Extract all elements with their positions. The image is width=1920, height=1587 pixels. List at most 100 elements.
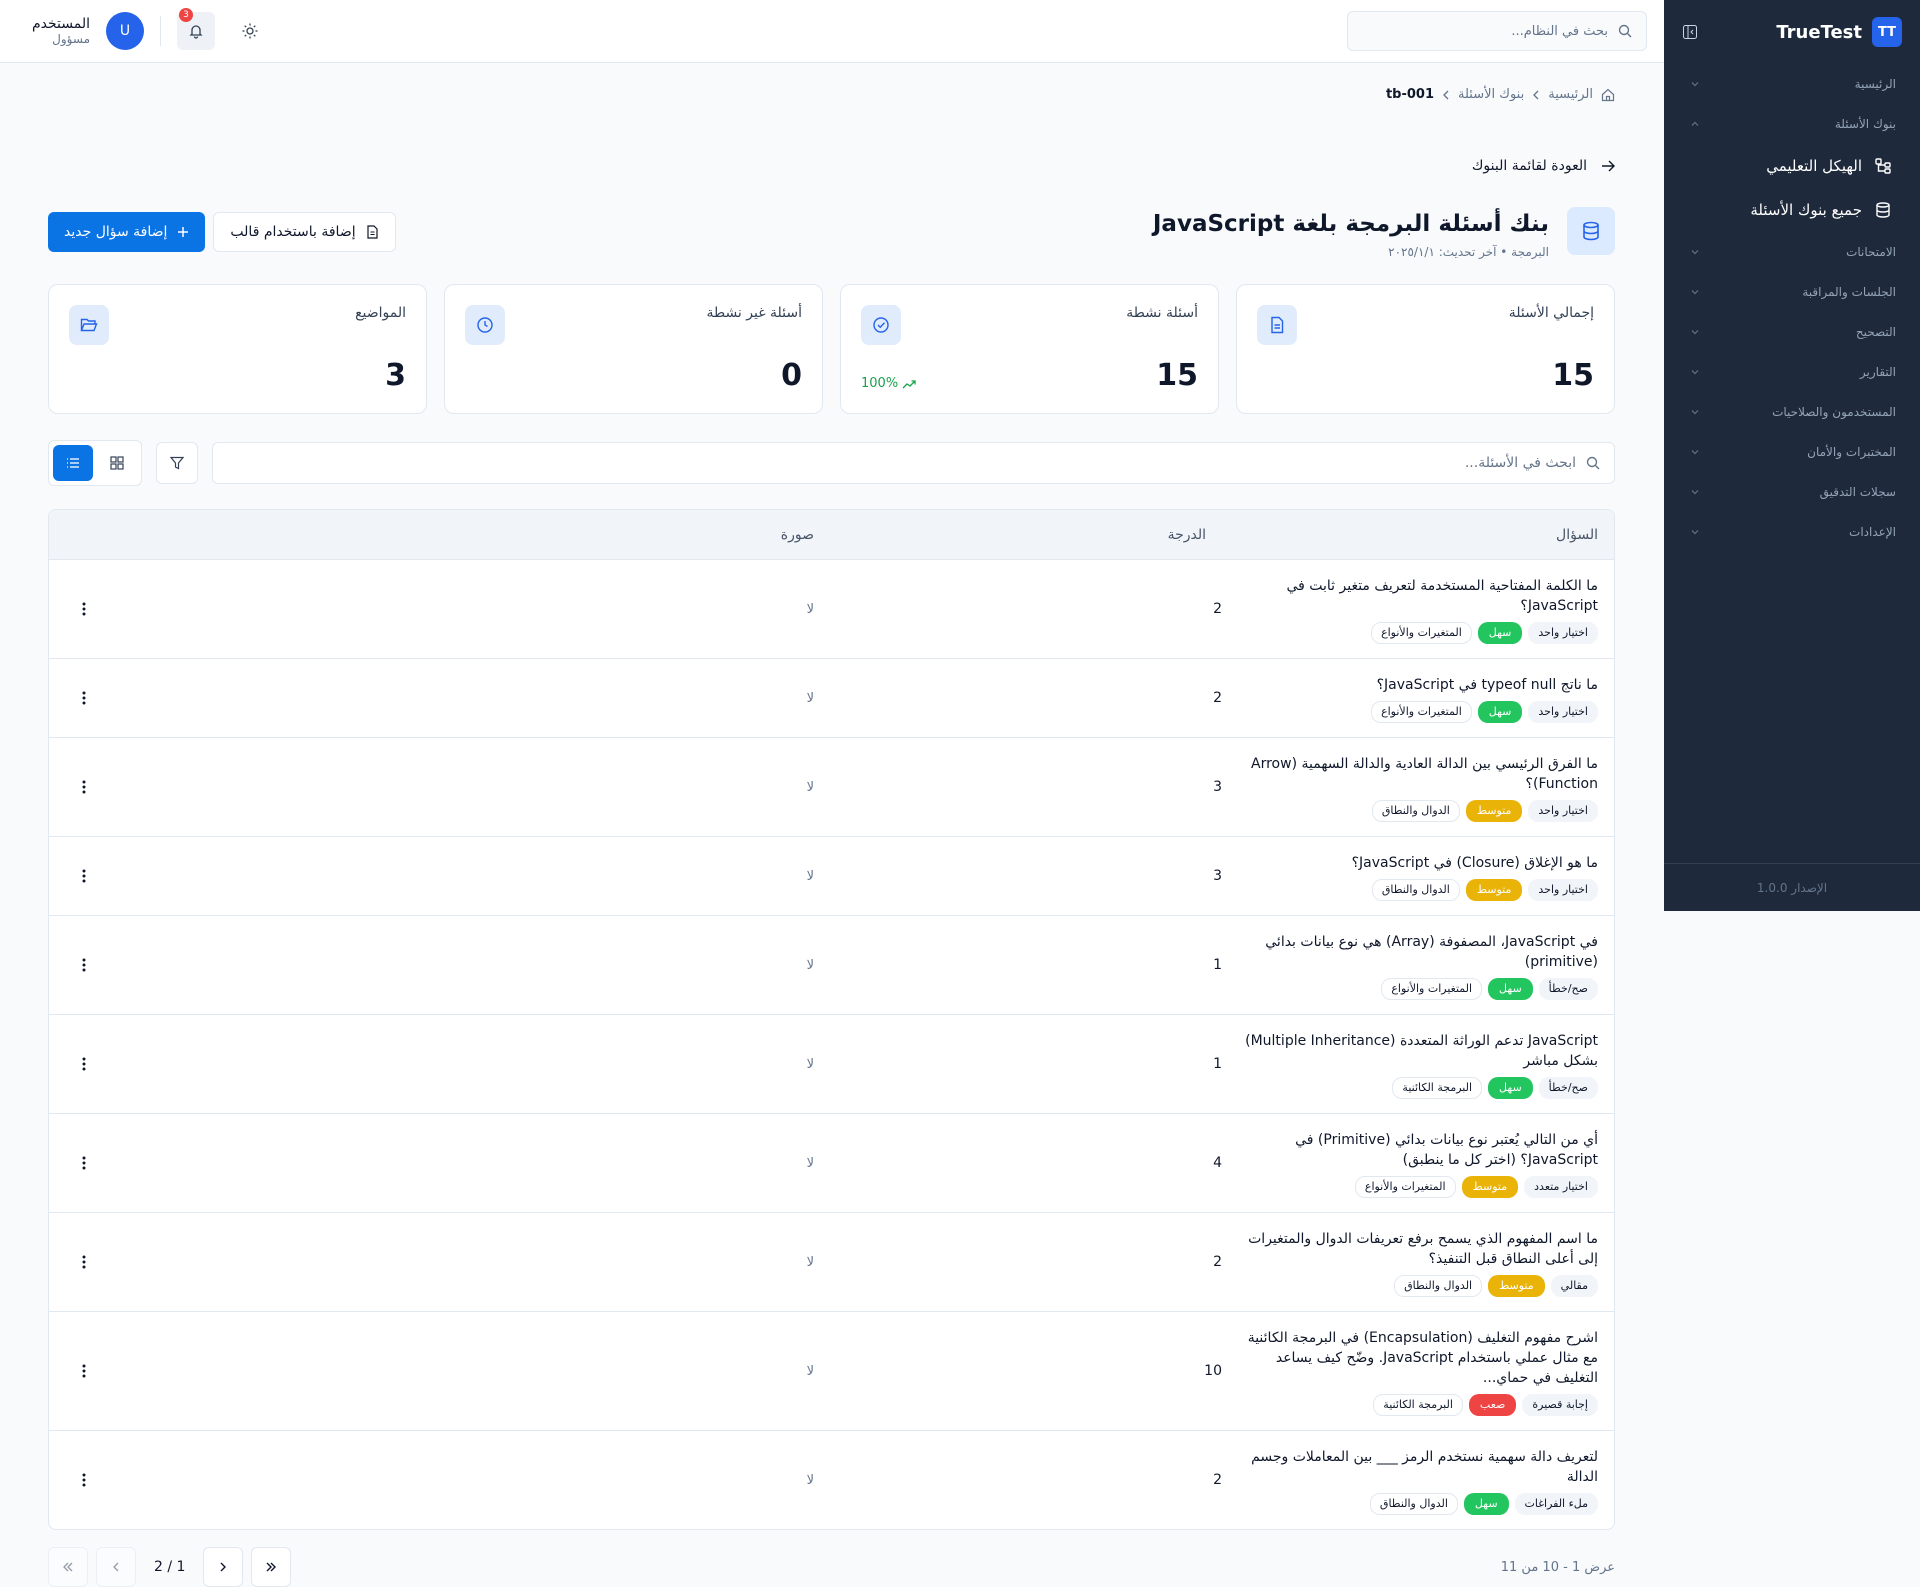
home-icon (1601, 88, 1615, 102)
stat-value: 3 (385, 358, 406, 393)
breadcrumb-item[interactable]: الرئيسية (1548, 87, 1593, 102)
add-question-button[interactable]: إضافة سؤال جديد (48, 212, 206, 252)
breadcrumb-item[interactable]: بنوك الأسئلة (1458, 87, 1525, 102)
column-header: السؤال (1556, 526, 1598, 543)
question-tags: مقالي متوسط الدوال والنطاق (1238, 1275, 1598, 1297)
questions-table: السؤال الدرجة صورة ما الكلمة المفتاحية المس… (48, 509, 1615, 1530)
actions: إضافة سؤال جديد إضافة باستخدام قالب (48, 212, 396, 252)
nav-item[interactable]: الرئيسية (1664, 64, 1920, 104)
grade-cell: 10 (1204, 1363, 1222, 1379)
row-actions[interactable] (49, 691, 119, 705)
row-actions[interactable] (49, 958, 119, 972)
table-row: أي من التالي يُعتبر نوع بيانات بدائي (Pr… (49, 1113, 1614, 1212)
breadcrumb: الرئيسية بنوك الأسئلة tb-001 (1386, 87, 1615, 102)
difficulty-tag: متوسط (1465, 800, 1523, 822)
filter-button[interactable] (156, 442, 198, 484)
nav-label: جميع بنوك الأسئلة (1750, 201, 1862, 219)
difficulty-tag: صعب (1468, 1394, 1517, 1416)
topic-tag: البرمجة الكائنية (1373, 1394, 1463, 1416)
table-row: ما الكلمة المفتاحية المستخدمة لتعريف متغ… (49, 559, 1614, 658)
template-button[interactable]: إضافة باستخدام قالب (213, 212, 396, 252)
row-actions[interactable] (49, 1255, 119, 1269)
row-actions[interactable] (49, 869, 119, 883)
nav-item[interactable]: سجلات التدقيق (1664, 472, 1920, 512)
stat-label: أسئلة غير نشطة (706, 305, 802, 321)
collapse-icon[interactable] (1682, 24, 1698, 40)
row-actions[interactable] (49, 1057, 119, 1071)
nav-item[interactable]: الإعدادات (1664, 512, 1920, 552)
stat-trend: 100% (861, 376, 916, 391)
nav-label: الامتحانات (1846, 245, 1896, 259)
prev-page[interactable] (96, 1547, 136, 1587)
stat-label: إجمالي الأسئلة (1508, 305, 1594, 321)
row-actions[interactable] (49, 1156, 119, 1170)
type-tag: صح/خطأ (1538, 1077, 1598, 1099)
nav-item[interactable]: المختبرات والأمان (1664, 432, 1920, 472)
chevron (1690, 407, 1700, 417)
type-tag: مقالي (1550, 1275, 1598, 1297)
global-search[interactable]: بحث في النظام... (1347, 11, 1647, 51)
search-placeholder: بحث في النظام... (1511, 23, 1608, 39)
nav-item[interactable]: التقارير (1664, 352, 1920, 392)
table-row: JavaScript تدعم الوراثة المتعددة (Multip… (49, 1014, 1614, 1113)
nav-label: المستخدمون والصلاحيات (1772, 405, 1896, 419)
image-cell: لا (806, 1056, 814, 1072)
stat-icon (861, 305, 901, 345)
topic-tag: المتغيرات والأنواع (1371, 701, 1472, 723)
image-cell: لا (806, 1155, 814, 1171)
filters: ابحث في الأسئلة... (48, 440, 1615, 486)
question-cell: ما الفرق الرئيسي بين الدالة العادية والد… (1222, 738, 1614, 836)
user-role: مسؤول (52, 32, 91, 46)
grid-view[interactable] (97, 445, 137, 481)
question-text: ما ناتج typeof null في JavaScript؟ (1376, 677, 1598, 693)
question-search[interactable]: ابحث في الأسئلة... (212, 442, 1615, 484)
next-page[interactable] (203, 1547, 244, 1587)
chevron (1690, 247, 1700, 257)
theme-toggle[interactable] (231, 12, 269, 50)
difficulty-tag: سهل (1488, 1077, 1533, 1099)
question-text: ما اسم المفهوم الذي يسمح برفع تعريفات ال… (1248, 1231, 1598, 1267)
grade-cell: 1 (1213, 957, 1222, 973)
row-actions[interactable] (49, 780, 119, 794)
avatar[interactable]: U (106, 12, 145, 50)
last-page[interactable] (251, 1547, 292, 1587)
image-cell: لا (806, 868, 814, 884)
row-actions[interactable] (49, 1473, 119, 1487)
table-row: ما الفرق الرئيسي بين الدالة العادية والد… (49, 737, 1614, 836)
nav-item[interactable]: الامتحانات (1664, 232, 1920, 272)
image-cell: لا (806, 779, 814, 795)
trend-icon (902, 379, 916, 389)
header-actions: 3 U المستخدم مسؤول (32, 8, 269, 50)
difficulty-tag: سهل (1477, 622, 1523, 644)
topic-tag: المتغيرات والأنواع (1381, 978, 1483, 1000)
topic-tag: الدوال والنطاق (1394, 1275, 1483, 1297)
nav-item[interactable]: المستخدمون والصلاحيات (1664, 392, 1920, 432)
type-tag: اختيار واحد (1528, 879, 1598, 901)
row-actions[interactable] (49, 1364, 119, 1378)
stat-card: أسئلة غير نشطة 0 (444, 284, 823, 414)
nav-subitem[interactable]: جميع بنوك الأسئلة (1664, 188, 1920, 232)
back-link[interactable]: العودة لقائمة البنوك (1472, 158, 1615, 174)
image-cell: لا (806, 1254, 814, 1270)
table-row: في JavaScript، المصفوفة (Array) هي نوع ب… (49, 915, 1614, 1014)
nav-item[interactable]: الجلسات والمراقبة (1664, 272, 1920, 312)
table-row: ما هو الإغلاق (Closure) في JavaScript؟ اخ… (49, 836, 1614, 915)
notifications[interactable]: 3 (177, 8, 216, 50)
nav-item[interactable]: بنوك الأسئلة (1664, 104, 1920, 144)
list-view[interactable] (53, 445, 93, 481)
first-page[interactable] (48, 1547, 88, 1587)
stats: إجمالي الأسئلة 15 أسئلة نشطة 15 100% أسئلة غي… (48, 284, 1615, 414)
separator (1442, 90, 1450, 100)
question-cell: ما ناتج typeof null في JavaScript؟ اختيار… (1222, 659, 1614, 737)
grade-cell: 2 (1213, 601, 1222, 617)
question-tags: اختيار واحد متوسط الدوال والنطاق (1238, 879, 1598, 901)
nav-item[interactable]: التصحيح (1664, 312, 1920, 352)
brand-name: TrueTest (1776, 21, 1862, 43)
page-indicator: 2 / 1 (154, 1559, 186, 1575)
type-tag: اختيار واحد (1528, 622, 1598, 644)
nav-subitem[interactable]: الهيكل التعليمي (1664, 144, 1920, 188)
question-tags: اختيار واحد سهل المتغيرات والأنواع (1238, 622, 1598, 644)
row-actions[interactable] (49, 602, 119, 616)
topic-tag: الدوال والنطاق (1371, 800, 1460, 822)
grade-cell: 1 (1213, 1056, 1222, 1072)
